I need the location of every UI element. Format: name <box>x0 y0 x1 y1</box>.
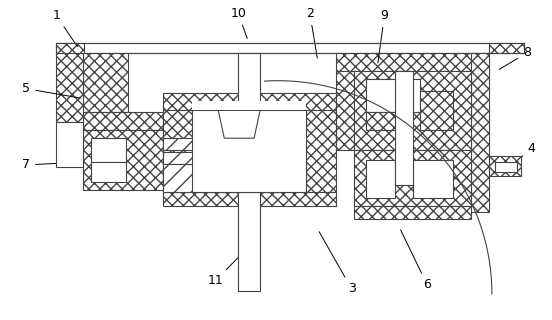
Bar <box>336 71 354 150</box>
Bar <box>83 53 128 112</box>
Text: 7: 7 <box>22 158 80 172</box>
Bar <box>163 92 336 110</box>
Bar <box>471 53 489 212</box>
Bar <box>489 156 521 176</box>
Text: 2: 2 <box>306 7 317 58</box>
Bar <box>56 43 524 53</box>
Bar <box>163 100 193 192</box>
Bar <box>336 53 489 71</box>
Bar <box>163 192 336 206</box>
Bar <box>495 162 517 172</box>
Bar <box>413 160 453 198</box>
Text: 6: 6 <box>401 230 431 292</box>
Text: 11: 11 <box>208 249 246 287</box>
Bar <box>193 110 306 192</box>
Text: 8: 8 <box>499 46 530 69</box>
Bar <box>56 122 83 167</box>
Text: 1: 1 <box>52 9 77 47</box>
Bar <box>306 100 336 192</box>
Bar <box>365 79 420 112</box>
Bar <box>365 160 395 198</box>
Bar <box>163 138 278 150</box>
Bar <box>395 71 413 185</box>
Bar <box>83 112 163 130</box>
Bar <box>163 164 278 192</box>
Bar <box>238 53 260 291</box>
Text: 5: 5 <box>22 82 80 98</box>
Bar <box>193 100 306 110</box>
Bar <box>354 206 471 220</box>
Bar <box>56 43 84 122</box>
Bar <box>354 71 471 150</box>
Polygon shape <box>218 110 260 138</box>
Bar <box>163 152 278 164</box>
Bar <box>354 150 471 206</box>
Bar <box>489 43 524 53</box>
Text: 10: 10 <box>230 7 247 38</box>
Text: 4: 4 <box>511 142 535 166</box>
Bar <box>83 130 163 190</box>
Bar <box>91 162 126 182</box>
Bar <box>365 112 395 130</box>
Bar <box>91 138 126 162</box>
Bar <box>420 91 453 130</box>
Text: 3: 3 <box>319 232 355 295</box>
Text: 9: 9 <box>378 9 389 63</box>
